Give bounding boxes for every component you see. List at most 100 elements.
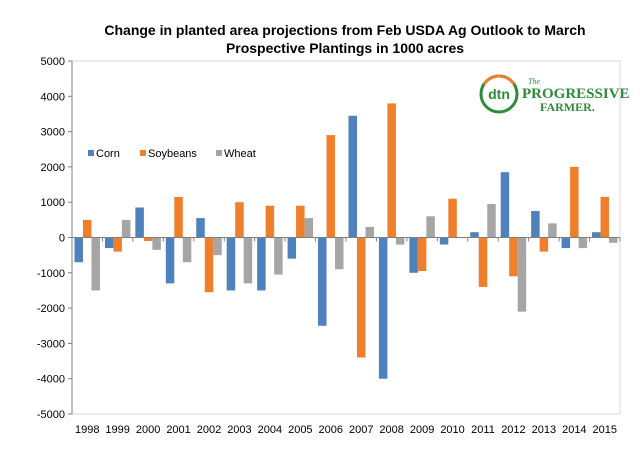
dtn-progressive-farmer-logo: dtn The PROGRESSIVE FARMER. <box>479 74 630 114</box>
x-tick-label: 1998 <box>75 424 99 436</box>
x-tick-label: 2011 <box>471 424 495 436</box>
x-tick-label: 2010 <box>440 424 464 436</box>
bar-wheat-2014 <box>578 237 588 249</box>
y-tick-label: 2000 <box>41 162 65 174</box>
y-tick-label: -4000 <box>37 374 65 386</box>
dtn-badge-text: dtn <box>488 86 510 102</box>
bar-soybeans-2010 <box>448 198 457 238</box>
x-tick-label: 2002 <box>197 424 221 436</box>
legend-swatch-corn <box>88 150 94 156</box>
y-tick-label: 3000 <box>41 127 65 139</box>
bar-wheat-2003 <box>243 237 253 284</box>
bars <box>74 103 618 379</box>
x-tick-label: 2005 <box>288 424 312 436</box>
bar-wheat-2005 <box>304 218 314 238</box>
bar-corn-2008 <box>378 237 388 379</box>
bar-soybeans-2011 <box>478 237 488 287</box>
bar-soybeans-2013 <box>539 237 549 252</box>
bar-soybeans-2006 <box>326 135 336 238</box>
logo-line1: The <box>528 77 540 86</box>
bar-soybeans-2012 <box>509 237 518 277</box>
y-tick-label: 1000 <box>41 197 65 209</box>
x-tick-label: 2000 <box>136 424 160 436</box>
x-tick-label: 2006 <box>319 424 343 436</box>
bar-soybeans-2014 <box>570 166 579 238</box>
x-tick-label: 2009 <box>410 424 434 436</box>
bar-wheat-2006 <box>335 237 344 270</box>
legend-label-corn: Corn <box>96 148 120 160</box>
dtn-badge-arc <box>482 74 516 85</box>
bar-wheat-2000 <box>152 237 161 250</box>
bar-soybeans-2007 <box>356 237 366 358</box>
y-tick-label: -2000 <box>37 303 65 315</box>
logo-line2: PROGRESSIVE <box>522 86 630 102</box>
bar-corn-2003 <box>226 237 236 291</box>
bar-corn-2010 <box>439 237 449 245</box>
bar-corn-2002 <box>196 218 205 238</box>
y-tick-label: -1000 <box>37 268 65 280</box>
x-tick-label: 2001 <box>166 424 190 436</box>
legend-swatch-wheat <box>216 150 222 156</box>
bar-wheat-2002 <box>213 237 222 256</box>
bar-corn-2007 <box>348 115 357 238</box>
bar-soybeans-2004 <box>265 205 275 238</box>
x-tick-label: 2013 <box>532 424 556 436</box>
y-tick-label: 4000 <box>41 91 65 103</box>
bar-corn-2001 <box>165 237 175 284</box>
bar-corn-1998 <box>74 237 83 263</box>
bar-wheat-2012 <box>517 237 527 312</box>
bar-soybeans-2005 <box>296 205 305 238</box>
bar-soybeans-1999 <box>113 237 122 252</box>
bar-corn-2014 <box>561 237 571 249</box>
bar-corn-2000 <box>135 207 144 238</box>
bar-corn-2004 <box>257 237 266 291</box>
legend-label-wheat: Wheat <box>224 148 256 160</box>
bar-soybeans-2015 <box>600 196 610 238</box>
x-tick-label: 2004 <box>258 424 282 436</box>
bar-soybeans-2002 <box>204 237 214 293</box>
bar-soybeans-2000 <box>143 237 153 242</box>
bar-corn-2005 <box>287 237 297 259</box>
bar-corn-2012 <box>500 172 510 238</box>
bar-wheat-2001 <box>182 237 192 263</box>
x-tick-label: 1999 <box>105 424 129 436</box>
y-tick-label: -5000 <box>37 409 65 421</box>
bar-wheat-2011 <box>487 203 496 238</box>
chart-title-line1: Change in planted area projections from … <box>104 22 585 38</box>
bar-corn-2013 <box>531 211 540 238</box>
bar-wheat-2013 <box>548 223 557 238</box>
y-tick-label: 5000 <box>41 56 65 68</box>
bar-corn-2015 <box>592 232 601 238</box>
bar-corn-2006 <box>318 237 327 326</box>
x-tick-label: 2003 <box>227 424 251 436</box>
bar-wheat-2015 <box>609 237 618 243</box>
bar-soybeans-2008 <box>387 103 396 238</box>
legend-label-soybeans: Soybeans <box>148 148 197 160</box>
bar-corn-2009 <box>409 237 418 273</box>
bar-corn-2011 <box>470 232 479 238</box>
logo-line3: FARMER. <box>540 100 595 114</box>
bar-wheat-1999 <box>121 219 131 238</box>
bar-wheat-2007 <box>365 226 374 238</box>
bar-soybeans-2003 <box>235 202 244 238</box>
bar-soybeans-1998 <box>82 219 92 238</box>
x-tick-label: 2012 <box>501 424 525 436</box>
legend: Corn Soybeans Wheat <box>88 148 256 160</box>
bar-corn-1999 <box>104 237 114 249</box>
bar-wheat-2008 <box>395 237 405 245</box>
bar-wheat-2009 <box>426 216 435 238</box>
x-tick-label: 2015 <box>593 424 617 436</box>
bar-soybeans-2001 <box>174 196 183 238</box>
bar-wheat-1998 <box>91 237 100 291</box>
bar-soybeans-2009 <box>417 237 427 272</box>
x-tick-label: 2007 <box>349 424 373 436</box>
y-tick-label: 0 <box>59 233 65 245</box>
x-tick-label: 2008 <box>379 424 403 436</box>
legend-swatch-soybeans <box>140 150 146 156</box>
axes: 5000 4000 3000 2000 1000 0 -1000 -2000 -3000 -400… <box>37 56 621 436</box>
chart-title-line2: Prospective Plantings in 1000 acres <box>226 40 464 56</box>
x-tick-label: 2014 <box>562 424 586 436</box>
bar-wheat-2004 <box>274 237 283 275</box>
y-tick-label: -3000 <box>37 338 65 350</box>
